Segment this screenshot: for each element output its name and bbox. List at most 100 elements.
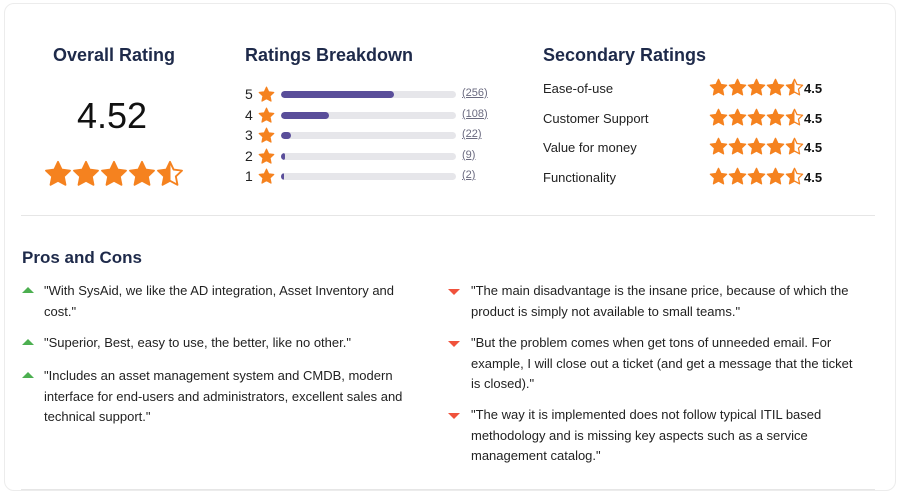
breakdown-bar-track [281,173,456,180]
secondary-rating-row: Value for money 4.5 [543,137,843,158]
breakdown-count-text: (9) [462,148,476,161]
pro-item: "Includes an asset management system and… [44,366,402,428]
breakdown-bar-fill [281,111,329,119]
star-icon [258,107,275,123]
breakdown-row-5: 5 (256) [245,85,495,105]
breakdown-bar-track [281,91,456,98]
star-icon [785,167,804,184]
secondary-rating-stars [709,108,804,127]
con-item: "But the problem comes when get tons of … [471,333,853,395]
con-item: "The way it is implemented does not foll… [471,405,821,467]
breakdown-count-text: (22) [462,128,482,140]
breakdown-row-3: 3 (22) [245,126,495,146]
pro-item: "With SysAid, we like the AD integration… [44,281,394,322]
quote-line: management catalog." [471,448,601,463]
breakdown-star-level: 3 [245,127,253,143]
secondary-title: Secondary Ratings [543,45,707,65]
star-icon [73,160,99,186]
breakdown-count-link[interactable]: (22) [462,128,482,140]
star-icon [709,78,728,96]
secondary-rating-label: Ease-of-use [543,81,614,96]
star-icon [785,78,804,96]
star-icon [157,160,183,186]
star-icon-wrap [258,86,275,108]
secondary-rating-stars [709,78,804,97]
secondary-rating-value: 4.5 [804,110,823,126]
star-icon [45,160,71,186]
star-icon [747,167,766,184]
star-icon [766,78,785,96]
breakdown-bar-track [281,152,456,160]
secondary-rating-value: 4.5 [804,81,823,96]
pro-arrow-up-icon [22,339,34,345]
star-icon [728,108,747,125]
star-icon [728,78,747,96]
star-icon [258,86,275,102]
star-icon-wrap [258,168,275,190]
quote-line: "Superior, Best, easy to use, the better… [44,335,351,350]
breakdown-row-2: 2 (9) [245,147,495,167]
overall-rating-value: 4.52 [77,95,148,136]
star-icon [766,167,785,184]
star-icon-wrap [258,107,275,129]
secondary-rating-label: Value for money [543,140,637,155]
section-divider [21,215,875,216]
breakdown-star-level: 4 [245,106,253,123]
secondary-rating-row: Functionality 4.5 [543,167,843,188]
quote-line: "The way it is implemented does not foll… [471,407,822,422]
quote-line: cost." [44,303,77,319]
star-icon [766,137,785,155]
star-icon [101,160,127,186]
breakdown-bar-fill [281,152,286,160]
quote-line: interface for end-users and administrato… [44,388,403,404]
pros-cons-title: Pros and Cons [22,248,142,267]
breakdown-star-level: 5 [245,86,253,102]
quote-line: product is simply not available to small… [471,303,741,319]
breakdown-title: Ratings Breakdown [245,45,414,65]
breakdown-count-text: (2) [462,169,476,181]
star-icon [129,160,155,186]
breakdown-bar-track [281,111,456,119]
quote-line: example, I will close out a ticket (and … [471,355,853,371]
star-icon-wrap [258,148,275,170]
quote-line: "Includes an asset management system and… [44,368,393,383]
con-arrow-down-icon [448,341,460,347]
star-icon [709,137,728,155]
breakdown-bar-fill [281,132,291,139]
breakdown-count-link[interactable]: (9) [462,149,475,161]
breakdown-bar-fill [281,173,284,180]
breakdown-count-link[interactable]: (2) [462,169,475,181]
star-icon [785,108,804,125]
secondary-rating-row: Customer Support 4.5 [543,108,843,129]
secondary-rating-stars [709,167,804,186]
star-icon [785,137,804,155]
quote-line: is closed)." [471,376,535,391]
overall-rating-title: Overall Rating [53,45,176,65]
breakdown-bar-track [281,132,456,139]
breakdown-count-link[interactable]: (108) [462,108,488,120]
star-icon [747,108,766,125]
star-icon [747,78,766,96]
pro-arrow-up-icon [22,287,34,293]
breakdown-star-level: 2 [245,147,253,164]
star-icon-wrap [258,127,275,149]
breakdown-count-text: (108) [462,107,488,120]
breakdown-row-1: 1 (2) [245,167,495,187]
breakdown-star-level: 1 [245,168,253,184]
breakdown-count-link[interactable]: (256) [462,87,488,99]
breakdown-row-4: 4 (108) [245,106,495,126]
con-arrow-down-icon [448,289,460,295]
con-arrow-down-icon [448,413,460,419]
star-icon [709,108,728,125]
quote-line: "The main disadvantage is the insane pri… [471,283,849,298]
star-icon [258,127,275,143]
star-icon [709,167,728,184]
pro-arrow-up-icon [22,372,34,378]
secondary-rating-value: 4.5 [804,169,823,185]
secondary-rating-label: Customer Support [543,110,649,126]
con-item: "The main disadvantage is the insane pri… [471,281,849,322]
pro-item: "Superior, Best, easy to use, the better… [44,333,351,354]
quote-line: "With SysAid, we like the AD integration… [44,283,395,298]
breakdown-bar-fill [281,91,394,98]
secondary-rating-label: Functionality [543,169,616,185]
